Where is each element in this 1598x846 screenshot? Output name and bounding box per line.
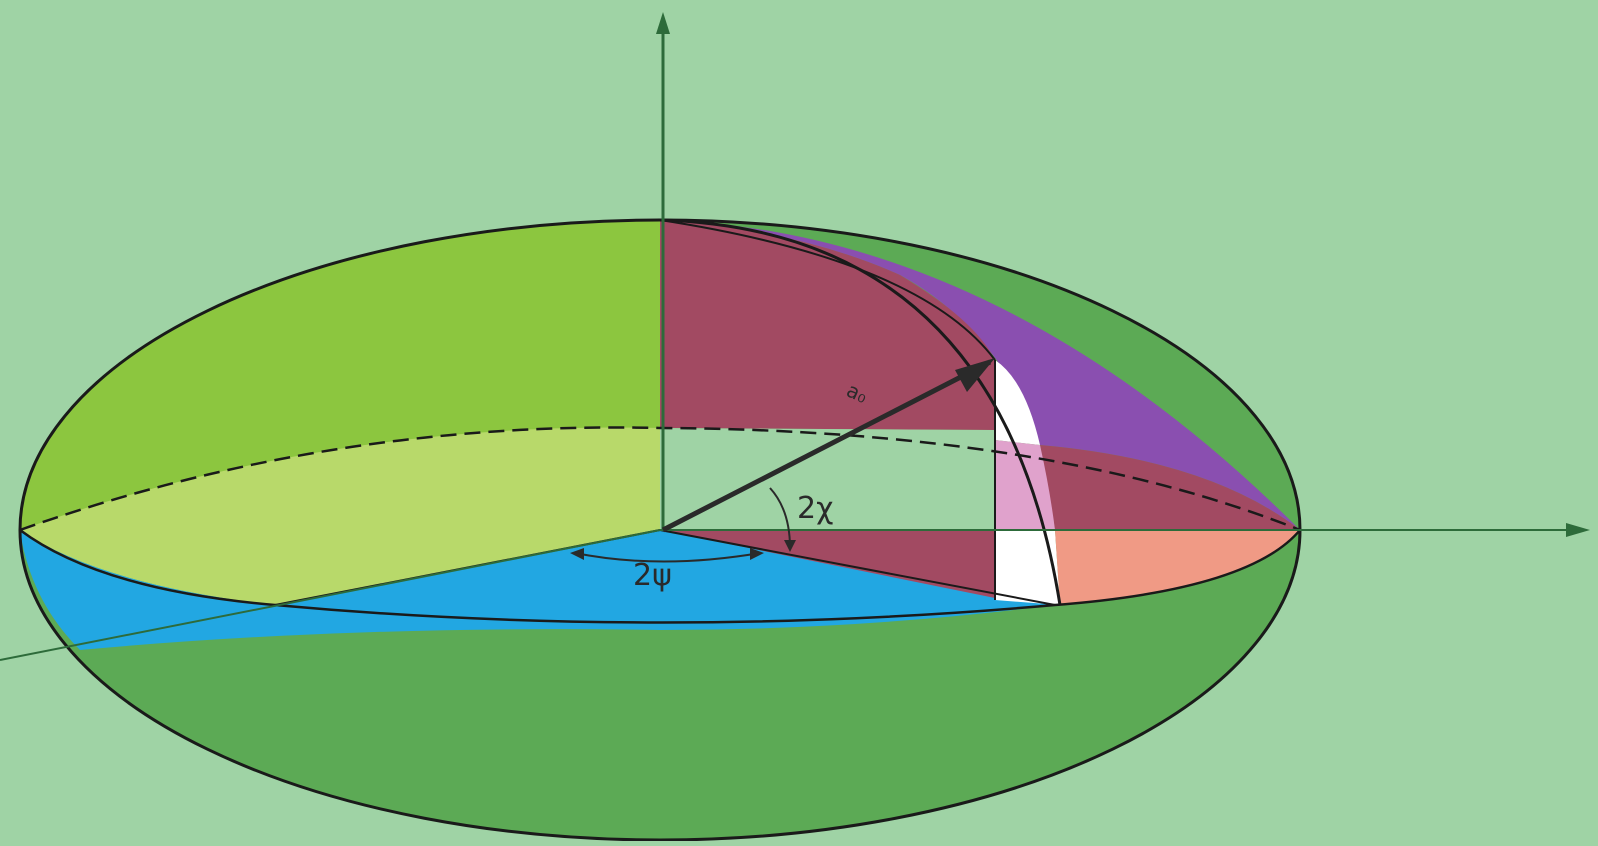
meridian-section-back — [660, 220, 995, 430]
white-patch-upper — [995, 360, 1040, 445]
azimuth-angle-arc — [574, 552, 761, 563]
vector-a0 — [661, 359, 992, 533]
meridian-curve — [659, 218, 1062, 606]
outer-meridian-band — [660, 220, 1300, 530]
inner-section — [660, 428, 995, 530]
azimuth-edge-right — [659, 529, 1056, 606]
arrowhead-icon — [955, 358, 995, 392]
arrowhead-icon — [570, 548, 584, 560]
pink-patch — [995, 440, 1055, 530]
arrowhead-icon — [750, 548, 764, 560]
white-patch-lower — [995, 530, 1060, 605]
arrowhead-right-icon — [1566, 523, 1590, 537]
meridian-section-front — [660, 530, 995, 598]
salmon-patch — [1055, 530, 1300, 605]
inner-meridian-curve — [659, 219, 996, 361]
elevation-angle-label: 2χ — [797, 491, 833, 526]
azimuth-angle-label: 2ψ — [633, 558, 672, 593]
arrowhead-icon — [784, 540, 796, 552]
arrowhead-up-icon — [656, 12, 670, 34]
equator-front — [19, 528, 1301, 624]
equator-back-dashed — [19, 426, 1301, 532]
depth-axis — [0, 529, 661, 661]
